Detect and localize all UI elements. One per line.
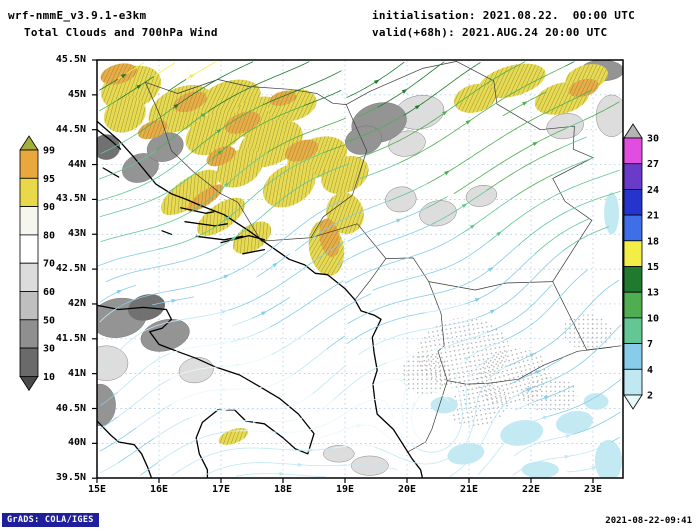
- colorbar-tick-label: 13: [647, 288, 659, 299]
- lat-tick-label: 44N: [67, 158, 86, 170]
- colorbar-segment: [19, 149, 39, 179]
- lat-tick-label: 41N: [67, 367, 86, 379]
- colorbar-segment: [19, 234, 39, 264]
- colorbar-tick-label: 99: [43, 146, 55, 157]
- colorbar-tick-label: 60: [43, 287, 55, 298]
- colorbar-segment: [623, 189, 643, 216]
- lat-tick-label: 42.5N: [55, 263, 86, 275]
- colorbar-segment: [19, 291, 39, 321]
- colorbar-segment: [19, 206, 39, 236]
- colorbar-arrow: [623, 123, 643, 139]
- valid-time-label: valid(+68h): 2021.AUG.24 20:00 UTC: [372, 26, 608, 39]
- colorbar-arrow: [623, 394, 643, 410]
- lon-tick-label: 18E: [273, 484, 293, 495]
- lat-tick-label: 39.5N: [55, 472, 86, 484]
- colorbar-segment: [19, 319, 39, 349]
- lon-tick-label: 15E: [87, 484, 107, 495]
- map-plot-area: [92, 59, 624, 483]
- colorbar-tick-label: 70: [43, 259, 55, 270]
- colorbar-tick-label: 80: [43, 230, 55, 241]
- colorbar-tick-label: 24: [647, 185, 659, 196]
- lat-tick-label: 40N: [67, 437, 86, 449]
- colorbar-tick-label: 15: [647, 262, 659, 273]
- wind-speed-colorbar: 30 27 24 21 18 15 13 10 7 4 2: [623, 123, 659, 410]
- model-version-label: wrf-nmmE_v3.9.1-e3km: [8, 9, 147, 22]
- colorbar-segment: [623, 137, 643, 165]
- lon-tick-label: 16E: [149, 484, 169, 495]
- colorbar-tick-label: 21: [647, 211, 659, 222]
- lat-tick-label: 45N: [67, 88, 86, 100]
- lat-tick-label: 42N: [67, 297, 86, 309]
- colorbar-tick-label: 27: [647, 159, 659, 170]
- lon-tick-label: 20E: [397, 484, 417, 495]
- grads-credit-badge: GrADS: COLA/IGES: [2, 513, 99, 527]
- colorbar-segment: [623, 214, 643, 242]
- lat-tick-label: 40.5N: [55, 402, 86, 414]
- colorbar-tick-label: 18: [647, 236, 659, 247]
- colorbar-tick-label: 50: [43, 315, 55, 326]
- colorbar-tick-label: 30: [647, 134, 659, 145]
- colorbar-segment: [19, 262, 39, 292]
- colorbar-segment: [623, 343, 643, 370]
- lon-tick-label: 23E: [583, 484, 603, 495]
- colorbar-segment: [19, 177, 39, 207]
- wind-streamlines: [97, 61, 622, 478]
- colorbar-tick-label: 95: [43, 174, 55, 185]
- lon-tick-label: 21E: [459, 484, 479, 495]
- lat-tick-label: 43N: [67, 228, 86, 240]
- cloud-cover-colorbar: 99 95 90 80 70 60 50 30 10: [19, 135, 55, 392]
- colorbar-segment: [623, 291, 643, 319]
- colorbar-tick-label: 10: [647, 313, 659, 324]
- lon-tick-label: 22E: [521, 484, 541, 495]
- initialisation-time-label: initialisation: 2021.08.22. 00:00 UTC: [372, 9, 636, 22]
- coastlines-and-borders: [97, 61, 622, 478]
- lat-tick-label: 41.5N: [55, 332, 86, 344]
- colorbar-tick-label: 30: [43, 344, 55, 355]
- colorbar-segment: [623, 317, 643, 344]
- lat-tick-label: 44.5N: [55, 123, 86, 135]
- colorbar-tick-label: 10: [43, 372, 55, 383]
- colorbar-segment: [623, 240, 643, 267]
- lon-tick-label: 17E: [211, 484, 231, 495]
- plot-title: Total Clouds and 700hPa Wind: [24, 26, 218, 39]
- colorbar-tick-label: 7: [647, 339, 653, 350]
- lon-tick-label: 19E: [335, 484, 355, 495]
- colorbar-tick-label: 90: [43, 202, 55, 213]
- cloud-shading-layer: [97, 60, 623, 478]
- colorbar-arrow: [19, 135, 39, 151]
- colorbar-tick-label: 2: [647, 391, 653, 402]
- generation-timestamp: 2021-08-22-09:41: [605, 516, 692, 526]
- colorbar-segment: [623, 163, 643, 190]
- colorbar-segment: [19, 347, 39, 377]
- colorbar-segment: [623, 266, 643, 293]
- colorbar-segment: [623, 368, 643, 396]
- colorbar-arrow: [19, 376, 39, 392]
- lat-tick-label: 43.5N: [55, 193, 86, 205]
- colorbar-tick-label: 4: [647, 365, 653, 376]
- lat-tick-label: 45.5N: [55, 54, 86, 65]
